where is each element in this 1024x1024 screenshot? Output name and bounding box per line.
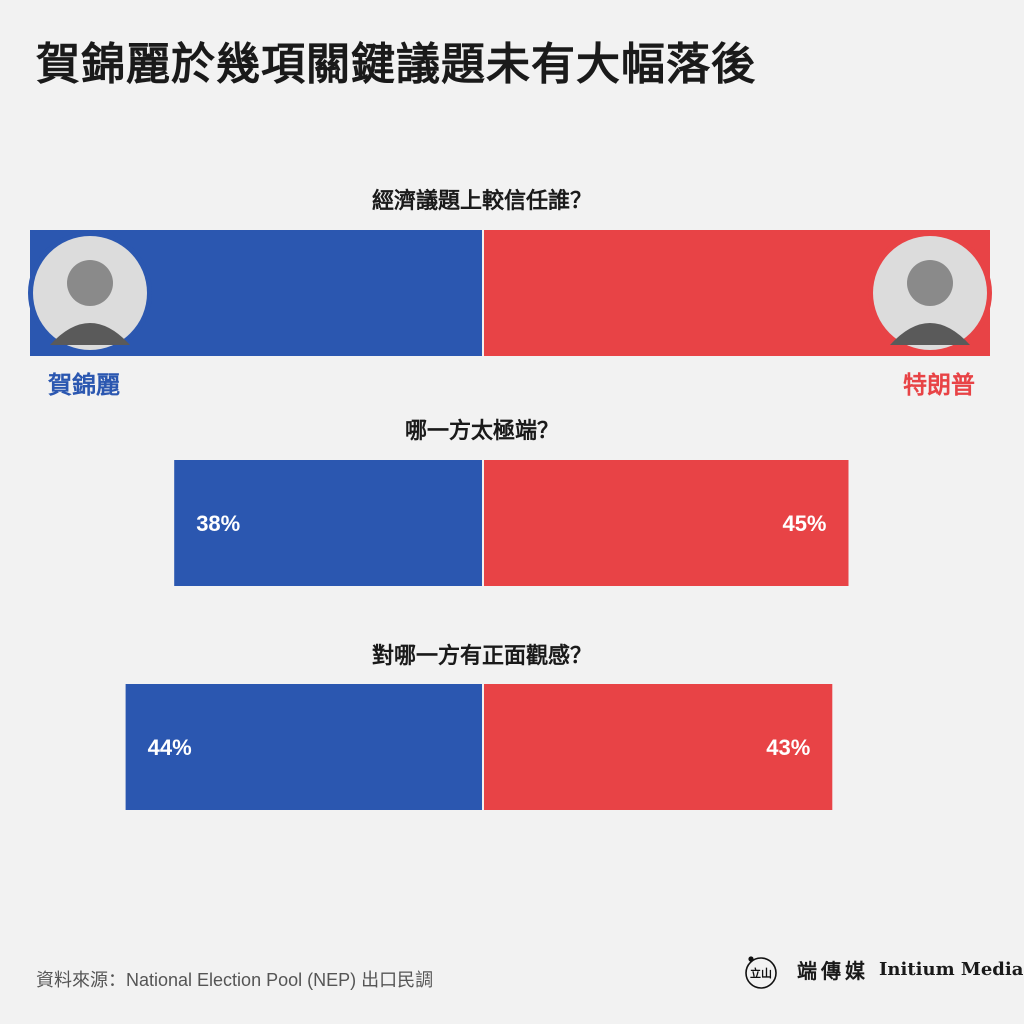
bar-right-extension bbox=[484, 230, 926, 356]
value-label-right: 43% bbox=[766, 735, 810, 760]
bar-right bbox=[484, 684, 833, 810]
chart-title: 賀錦麗於幾項關鍵議題未有大幅落後 bbox=[36, 39, 756, 90]
value-label-left: 44% bbox=[148, 735, 192, 760]
bar-right bbox=[484, 460, 849, 586]
value-label-left: 38% bbox=[196, 511, 240, 536]
question-label: 經濟議題上較信任誰？ bbox=[372, 188, 592, 214]
left-portrait-body bbox=[50, 323, 130, 345]
question-label: 哪一方太極端？ bbox=[405, 418, 559, 444]
bar-left bbox=[174, 460, 482, 586]
svg-text:立山: 立山 bbox=[750, 966, 772, 980]
bar-left-extension bbox=[88, 230, 482, 356]
chart-svg: 經濟議題上較信任誰？46%52%哪一方太極端？38%45%對哪一方有正面觀感？4… bbox=[28, 188, 992, 810]
value-label-right: 45% bbox=[782, 511, 826, 536]
bar-left bbox=[125, 684, 482, 810]
brand-name-en: Initium Media bbox=[879, 958, 1024, 980]
question-label: 對哪一方有正面觀感？ bbox=[372, 643, 592, 669]
brand: 立山 端傳媒 Initium Media bbox=[745, 945, 1023, 993]
candidate-name-left: 賀錦麗 bbox=[47, 371, 120, 399]
brand-logo-icon: 立山 bbox=[745, 945, 777, 993]
left-portrait-head bbox=[67, 260, 113, 306]
right-portrait-head bbox=[907, 260, 953, 306]
source-note: 資料來源：National Election Pool (NEP) 出口民調 bbox=[36, 970, 434, 990]
candidate-name-right: 特朗普 bbox=[903, 371, 975, 399]
right-portrait-body bbox=[890, 323, 970, 345]
brand-name-zh: 端傳媒 bbox=[797, 958, 869, 983]
